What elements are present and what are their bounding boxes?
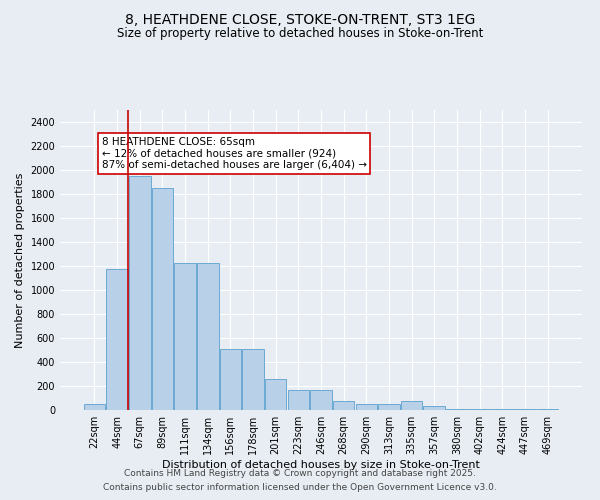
- Text: Contains public sector information licensed under the Open Government Licence v3: Contains public sector information licen…: [103, 484, 497, 492]
- Bar: [175, 263, 196, 410]
- Text: 8, HEATHDENE CLOSE, STOKE-ON-TRENT, ST3 1EG: 8, HEATHDENE CLOSE, STOKE-ON-TRENT, ST3 …: [125, 12, 475, 26]
- Bar: [310, 390, 332, 410]
- Text: Contains HM Land Registry data © Crown copyright and database right 2025.: Contains HM Land Registry data © Crown c…: [124, 468, 476, 477]
- Bar: [220, 349, 241, 410]
- Bar: [84, 404, 105, 410]
- X-axis label: Distribution of detached houses by size in Stoke-on-Trent: Distribution of detached houses by size …: [162, 460, 480, 470]
- Text: Size of property relative to detached houses in Stoke-on-Trent: Size of property relative to detached ho…: [117, 28, 483, 40]
- Bar: [197, 263, 218, 410]
- Bar: [287, 390, 309, 410]
- Bar: [333, 401, 355, 410]
- Bar: [356, 404, 377, 410]
- Bar: [378, 404, 400, 410]
- Bar: [401, 401, 422, 410]
- Bar: [446, 409, 467, 410]
- Y-axis label: Number of detached properties: Number of detached properties: [15, 172, 25, 348]
- Bar: [129, 176, 151, 410]
- Text: 8 HEATHDENE CLOSE: 65sqm
← 12% of detached houses are smaller (924)
87% of semi-: 8 HEATHDENE CLOSE: 65sqm ← 12% of detach…: [102, 137, 367, 170]
- Bar: [242, 349, 264, 410]
- Bar: [106, 269, 128, 410]
- Bar: [424, 406, 445, 410]
- Bar: [469, 409, 490, 410]
- Bar: [152, 188, 173, 410]
- Bar: [265, 380, 286, 410]
